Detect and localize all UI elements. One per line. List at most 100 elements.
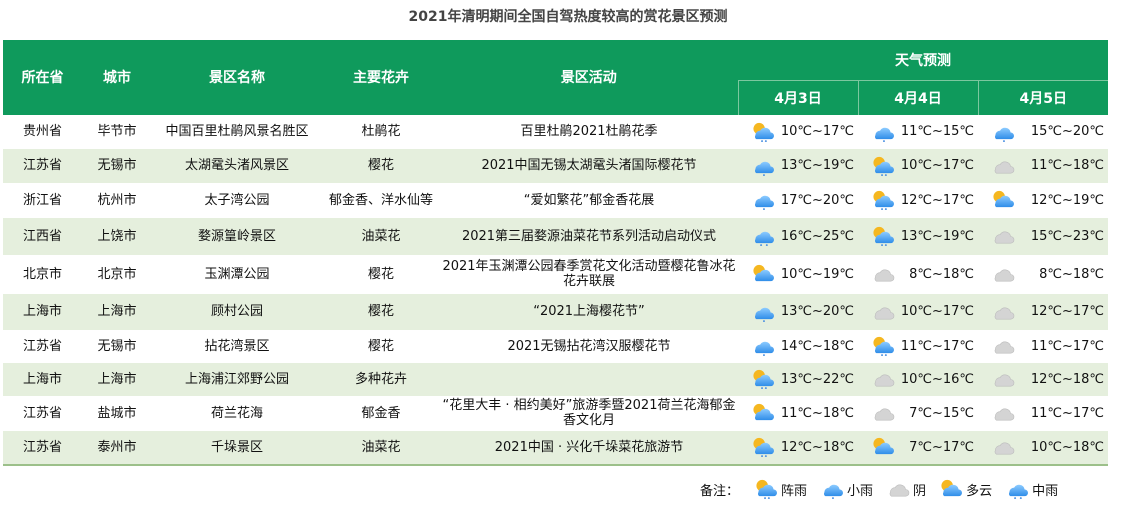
overcast-icon xyxy=(990,225,1016,247)
activity-cell: 2021第三届婺源油菜花节系列活动启动仪式 xyxy=(440,217,738,255)
temperature: 13℃~20℃ xyxy=(780,304,854,319)
weather-cell: 14℃~18℃ xyxy=(738,330,858,363)
legend-item-label: 中雨 xyxy=(1032,483,1059,499)
weather-cell: 10℃~17℃ xyxy=(858,293,978,330)
scenic-cell: 荷兰花海 xyxy=(210,405,263,421)
flower-cell: 油菜花 xyxy=(322,217,440,255)
activity-cell: 2021中国 · 兴化千垛菜花旅游节 xyxy=(440,430,738,466)
activity-cell xyxy=(440,362,738,396)
weather-cell: 11℃~17℃ xyxy=(858,330,978,363)
weather-cell: 13℃~19℃ xyxy=(738,148,858,183)
temperature: 11℃~17℃ xyxy=(1030,338,1105,354)
light-rain-icon xyxy=(819,478,845,500)
temperature: 11℃~17℃ xyxy=(900,338,974,354)
temperature: 10℃~18℃ xyxy=(1030,439,1105,455)
temperature: 12℃~17℃ xyxy=(1030,304,1105,319)
weather-cell: 10℃~19℃ xyxy=(738,255,858,294)
temperature: 7℃~15℃ xyxy=(909,405,974,421)
temperature: 12℃~18℃ xyxy=(780,439,854,455)
weather-cell: 12℃~18℃ xyxy=(978,362,1109,396)
flower-cell: 多种花卉 xyxy=(322,362,440,396)
legend-item-label: 阴 xyxy=(913,483,927,499)
shower-icon xyxy=(870,335,896,357)
header-date: 4月3日 xyxy=(737,79,858,115)
province-cell: 上海市 xyxy=(3,362,82,396)
weather-cell: 15℃~23℃ xyxy=(978,217,1109,255)
light-rain-icon xyxy=(990,121,1016,143)
weather-cell: 7℃~15℃ xyxy=(858,396,978,431)
temperature: 10℃~19℃ xyxy=(780,266,854,282)
legend-item-label: 小雨 xyxy=(847,483,874,499)
city-cell: 无锡市 xyxy=(97,338,137,354)
header-scenic: 景区名称 xyxy=(152,40,322,115)
temperature: 13℃~19℃ xyxy=(900,228,974,244)
header-date: 4月4日 xyxy=(857,79,978,115)
cloudy-icon xyxy=(990,189,1016,211)
header-weather: 天气预测 xyxy=(738,40,1109,80)
city-cell: 毕节市 xyxy=(97,124,137,139)
temperature: 11℃~15℃ xyxy=(900,124,974,139)
header-city: 城市 xyxy=(82,40,152,115)
weather-cell: 13℃~22℃ xyxy=(738,362,858,396)
overcast-icon xyxy=(990,436,1016,458)
page-title: 2021年清明期间全国自驾热度较高的赏花景区预测 xyxy=(408,9,728,25)
overcast-icon xyxy=(870,263,896,285)
weather-cell: 12℃~17℃ xyxy=(978,293,1109,330)
city-cell: 上海市 xyxy=(82,362,152,396)
city-cell: 上海市 xyxy=(82,293,152,330)
cloudy-icon xyxy=(750,263,776,285)
temperature: 12℃~18℃ xyxy=(1030,371,1105,387)
weather-cell: 12℃~18℃ xyxy=(738,430,858,466)
temperature: 12℃~19℃ xyxy=(1030,192,1105,208)
shower-icon xyxy=(753,478,779,500)
table-row: 江苏省 泰州市 千垛景区 油菜花 2021中国 · 兴化千垛菜花旅游节 12℃~18℃ 7℃… xyxy=(3,430,1109,466)
table-row: 江苏省 无锡市 拈花湾景区 樱花 2021无锡拈花湾汉服樱花节 14℃~18℃ 11℃~17… xyxy=(3,330,1108,363)
city-cell: 盐城市 xyxy=(97,405,137,421)
scenic-cell: 婺源篁岭景区 xyxy=(152,217,322,255)
weather-cell: 12℃~17℃ xyxy=(858,183,978,218)
temperature: 8℃~18℃ xyxy=(909,266,974,282)
weather-cell: 15℃~20℃ xyxy=(978,115,1108,149)
temperature: 13℃~19℃ xyxy=(780,158,854,173)
table-row: 北京市 北京市 玉渊潭公园 樱花 2021年玉渊潭公园春季赏花文化活动暨樱花鲁冰花花卉联… xyxy=(3,255,1108,294)
temperature: 12℃~17℃ xyxy=(900,192,974,208)
scenic-cell: 太子湾公园 xyxy=(204,192,270,208)
weather-cell: 11℃~18℃ xyxy=(738,396,858,431)
scenic-cell: 千垛景区 xyxy=(152,430,322,466)
province-cell: 上海市 xyxy=(3,293,82,330)
header-date: 4月5日 xyxy=(977,79,1109,115)
table-row: 上海市 上海市 上海浦江郊野公园 多种花卉 13℃~22℃ 10℃~16℃ 12℃~18℃ xyxy=(3,362,1109,396)
table-row: 江苏省 盐城市 荷兰花海 郁金香 “花里大丰 · 相约美好”旅游季暨2021荷兰花海郁金… xyxy=(3,396,1108,431)
weather-cell: 10℃~16℃ xyxy=(858,362,978,396)
overcast-icon xyxy=(990,368,1016,390)
temperature: 10℃~17℃ xyxy=(780,124,854,139)
activity-cell: “爱如繁花”郁金香花展 xyxy=(523,192,655,208)
city-cell: 北京市 xyxy=(97,266,137,282)
temperature: 15℃~23℃ xyxy=(1030,228,1105,244)
cloudy-icon xyxy=(870,436,896,458)
city-cell: 上饶市 xyxy=(82,217,152,255)
light-rain-icon xyxy=(750,189,776,211)
scenic-cell: 拈花湾景区 xyxy=(204,338,270,354)
temperature: 15℃~20℃ xyxy=(1030,124,1105,139)
flower-cell: 樱花 xyxy=(322,148,440,183)
weather-cell: 10℃~17℃ xyxy=(858,148,978,183)
activity-cell: 2021中国无锡太湖鼋头渚国际樱花节 xyxy=(440,148,738,183)
light-rain-icon xyxy=(750,155,776,177)
activity-cell: “花里大丰 · 相约美好”旅游季暨2021荷兰花海郁金香文化月 xyxy=(442,398,736,428)
temperature: 14℃~18℃ xyxy=(780,338,854,354)
cloudy-icon xyxy=(750,402,776,424)
legend-item-label: 多云 xyxy=(966,483,993,499)
weather-cell: 11℃~15℃ xyxy=(858,115,978,149)
overcast-icon xyxy=(870,301,896,323)
weather-cell: 13℃~20℃ xyxy=(738,293,858,330)
temperature: 8℃~18℃ xyxy=(1039,266,1105,282)
weather-cell: 17℃~20℃ xyxy=(738,183,858,218)
province-cell: 浙江省 xyxy=(22,192,62,208)
shower-icon xyxy=(750,121,776,143)
light-rain-icon xyxy=(870,121,896,143)
overcast-icon xyxy=(990,402,1016,424)
moderate-rain-icon xyxy=(750,225,776,247)
province-cell: 江西省 xyxy=(3,217,82,255)
temperature: 11℃~17℃ xyxy=(1030,405,1105,421)
